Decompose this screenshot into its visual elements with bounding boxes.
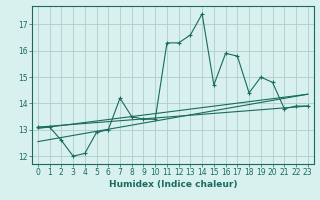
X-axis label: Humidex (Indice chaleur): Humidex (Indice chaleur): [108, 180, 237, 189]
